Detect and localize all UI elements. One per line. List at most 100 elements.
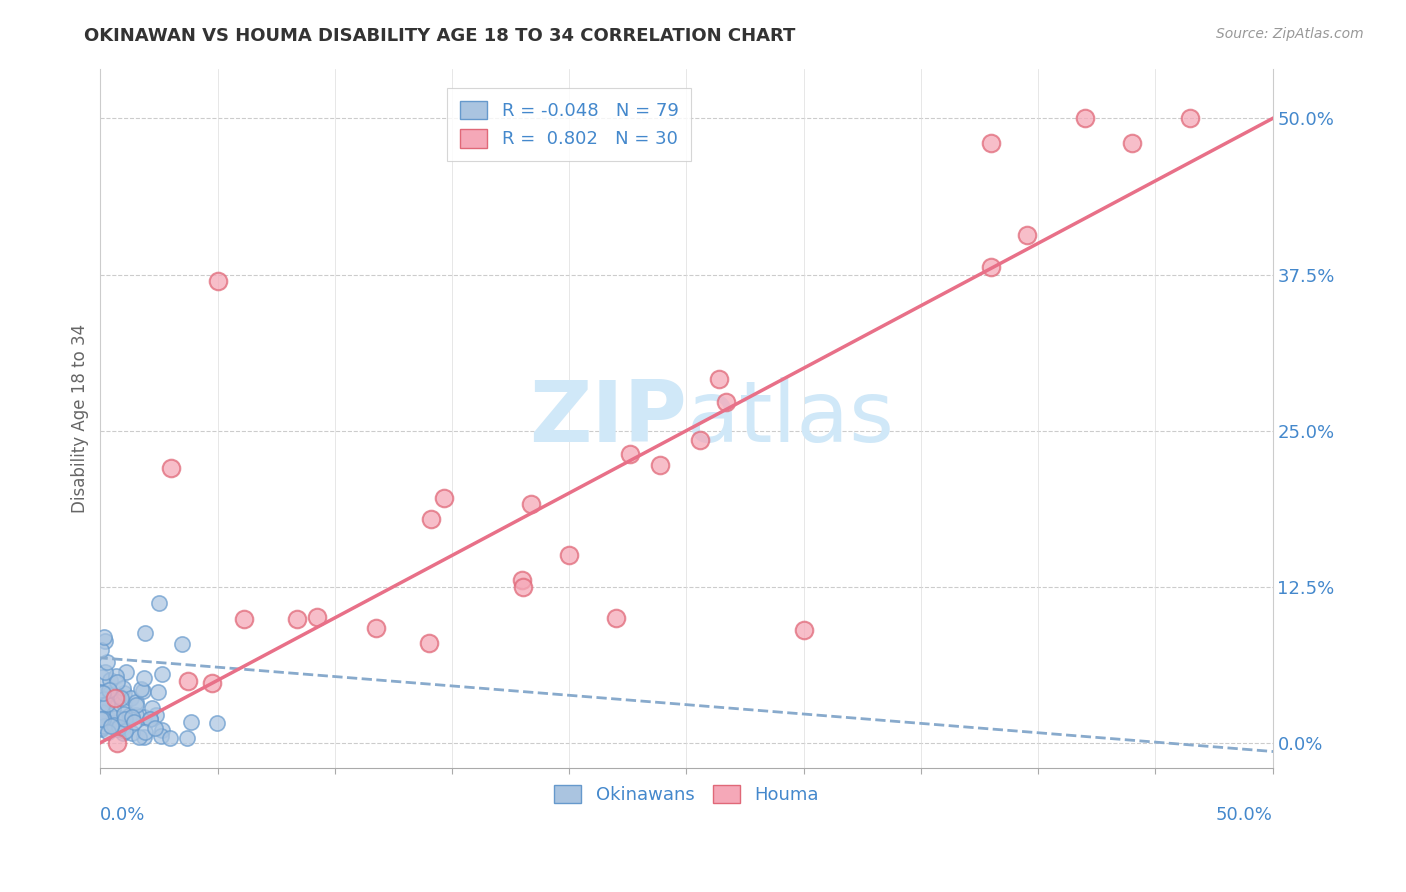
Point (707, 372, 730, 386)
Point (93, 630, 115, 644)
Point (207, 716, 229, 731)
Point (114, 723, 136, 738)
Point (104, 690, 127, 705)
Point (619, 446, 641, 460)
Point (96, 655, 118, 669)
Point (93, 719, 115, 733)
Text: 50.0%: 50.0% (1216, 806, 1272, 824)
Point (94, 714, 117, 729)
Point (714, 394, 737, 409)
Point (558, 549, 581, 563)
Point (132, 709, 155, 723)
Point (132, 730, 155, 744)
Point (108, 689, 131, 703)
Point (96, 698, 118, 712)
Point (93, 692, 115, 706)
Point (98, 708, 121, 723)
Point (111, 726, 134, 740)
Point (91, 703, 114, 717)
Point (91, 705, 114, 719)
Point (176, 731, 198, 745)
Point (108, 720, 131, 734)
Point (420, 512, 443, 526)
Point (98, 713, 121, 727)
Point (141, 701, 163, 715)
Point (605, 611, 627, 625)
Point (105, 736, 128, 750)
Point (159, 461, 181, 475)
Point (520, 497, 543, 511)
Point (512, 574, 534, 588)
Point (94, 633, 117, 648)
Point (91, 685, 114, 699)
Point (207, 274, 229, 288)
Point (148, 685, 170, 699)
Point (91, 711, 114, 725)
Point (172, 637, 194, 651)
Point (148, 597, 170, 611)
Point (1121, 136, 1143, 151)
Point (125, 694, 148, 708)
Point (91, 722, 114, 736)
Point (120, 711, 142, 725)
Point (98, 683, 121, 698)
Point (121, 710, 143, 724)
Point (98, 685, 121, 699)
Point (120, 708, 142, 723)
Point (418, 636, 440, 650)
Point (131, 684, 153, 698)
Text: ZIP: ZIP (529, 376, 686, 459)
Point (90, 712, 112, 726)
Point (980, 260, 1002, 274)
Point (101, 700, 124, 714)
Point (103, 711, 125, 725)
Point (118, 708, 141, 723)
Point (648, 458, 671, 473)
Legend: Okinawans, Houma: Okinawans, Houma (547, 777, 825, 811)
Point (114, 697, 136, 711)
Point (105, 722, 128, 736)
Point (177, 673, 200, 688)
Point (110, 691, 132, 706)
Point (180, 715, 202, 730)
Point (121, 726, 143, 740)
Point (111, 681, 134, 695)
Point (201, 676, 224, 690)
Point (134, 724, 156, 739)
Point (145, 721, 167, 735)
Point (689, 433, 711, 447)
Point (100, 718, 122, 732)
Point (115, 665, 138, 680)
Point (512, 580, 534, 594)
Point (103, 717, 125, 731)
Point (364, 621, 387, 635)
Point (114, 712, 136, 726)
Point (131, 682, 153, 697)
Point (132, 671, 155, 685)
Point (112, 686, 135, 700)
Text: 0.0%: 0.0% (100, 806, 146, 824)
Point (134, 626, 156, 640)
Point (91, 686, 114, 700)
Point (120, 691, 142, 706)
Point (125, 707, 148, 722)
Point (1015, 227, 1038, 242)
Point (97, 724, 120, 739)
Point (90, 722, 112, 736)
Point (128, 730, 150, 744)
Point (433, 491, 456, 505)
Point (125, 698, 148, 712)
Point (111, 721, 134, 735)
Point (149, 729, 172, 743)
Point (90, 669, 112, 683)
Text: Source: ZipAtlas.com: Source: ZipAtlas.com (1216, 27, 1364, 41)
Point (139, 712, 162, 726)
Point (139, 712, 162, 726)
Point (98, 673, 121, 687)
Point (90, 642, 112, 657)
Point (145, 707, 167, 722)
Point (1180, 112, 1202, 126)
Point (91, 712, 114, 726)
Point (233, 612, 256, 626)
Point (159, 731, 181, 745)
